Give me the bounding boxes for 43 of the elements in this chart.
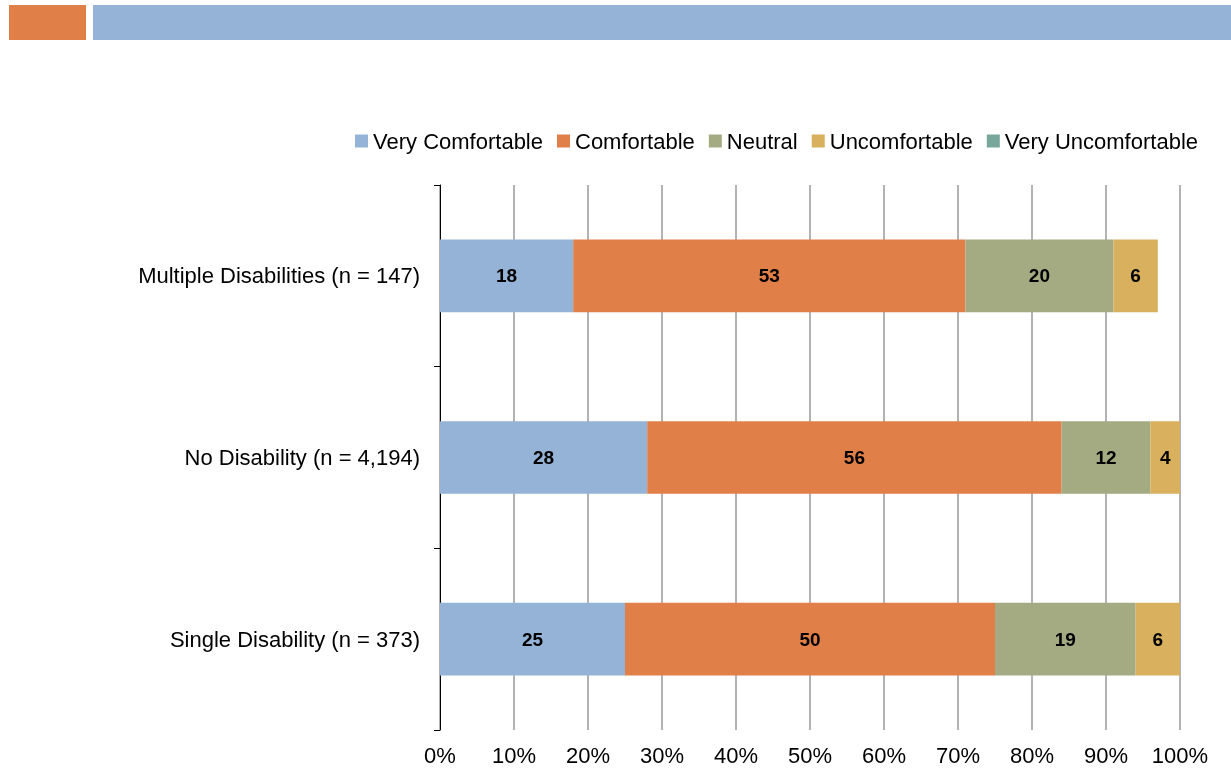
- bar: [1150, 421, 1180, 494]
- legend-label: Very Comfortable: [373, 128, 543, 154]
- data-label: 20: [1028, 265, 1050, 287]
- y-tick-label: Single Disability (n = 373): [169, 626, 420, 652]
- y-tick-label: No Disability (n = 4,194): [184, 445, 420, 470]
- x-tick-label: 40%: [713, 742, 759, 768]
- data-label: 18: [496, 265, 518, 287]
- legend-label: Uncomfortable: [829, 128, 973, 154]
- x-tick-label: 80%: [1009, 742, 1055, 768]
- data-label: 50: [799, 628, 821, 650]
- bar: [573, 239, 966, 313]
- data-label: 53: [758, 265, 780, 287]
- data-label: 56: [843, 447, 865, 468]
- data-label: 12: [1095, 447, 1117, 468]
- x-tick-label: 10%: [491, 742, 537, 768]
- x-tick-label: 60%: [861, 742, 907, 768]
- bar: [647, 421, 1062, 494]
- x-tick-label: 70%: [935, 742, 981, 768]
- data-label: 25: [521, 628, 544, 650]
- x-tick-label: 90%: [1083, 742, 1129, 768]
- bar: [440, 239, 574, 313]
- x-tick-label: 20%: [565, 742, 611, 768]
- x-tick-label: 50%: [787, 742, 833, 768]
- legend-label: Comfortable: [574, 128, 695, 154]
- x-tick-label: 100%: [1151, 742, 1209, 768]
- bar: [1113, 239, 1158, 313]
- y-tick-label: Multiple Disabilities (n = 147): [138, 263, 420, 289]
- x-tick-label: 30%: [639, 742, 685, 768]
- data-label: 4: [1159, 447, 1171, 468]
- data-label: 19: [1054, 628, 1076, 650]
- x-tick-label: 0%: [424, 742, 456, 768]
- bar: [1061, 421, 1151, 494]
- data-label: 6: [1152, 628, 1164, 650]
- bar: [440, 602, 625, 676]
- data-label: 28: [533, 447, 555, 468]
- bar: [440, 421, 648, 494]
- bar: [625, 602, 995, 676]
- legend-label: Very Uncomfortable: [1004, 128, 1198, 154]
- data-label: 6: [1130, 265, 1141, 287]
- bar: [965, 239, 1114, 313]
- bar: [1135, 602, 1180, 676]
- bar: [995, 602, 1136, 676]
- legend-label: Neutral: [726, 128, 798, 154]
